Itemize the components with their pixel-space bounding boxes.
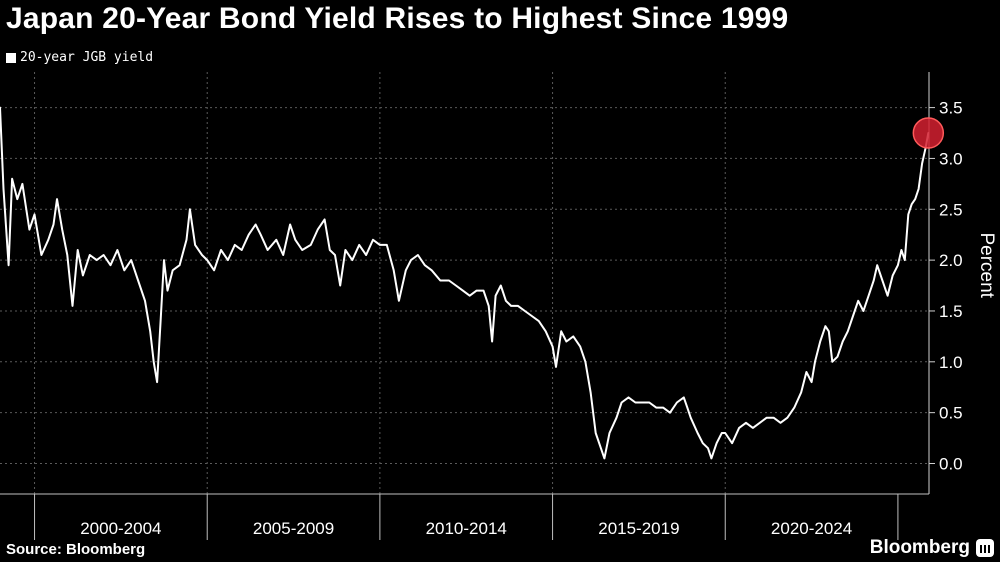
series-group bbox=[0, 106, 930, 460]
series-line bbox=[0, 106, 930, 460]
x-tick-label: 2010-2014 bbox=[426, 519, 507, 538]
x-tick-label: 2005-2009 bbox=[253, 519, 334, 538]
y-tick-label: 3.0 bbox=[939, 149, 963, 168]
y-tick-label: 0.5 bbox=[939, 404, 963, 423]
y-axis: 0.0 0.5 1.0 1.5 2.0 2.5 3.0 3.5 Percent bbox=[928, 72, 997, 494]
y-axis-title: Percent bbox=[976, 232, 997, 298]
x-tick-label: 2020-2024 bbox=[771, 519, 852, 538]
highlight-marker bbox=[912, 117, 945, 149]
highlight-group bbox=[912, 117, 945, 149]
source-note: Source: Bloomberg bbox=[6, 541, 146, 558]
legend: 20-year JGB yield bbox=[6, 50, 153, 65]
grid bbox=[0, 72, 929, 494]
y-tick-label: 2.0 bbox=[939, 251, 963, 270]
legend-label: 20-year JGB yield bbox=[20, 50, 154, 65]
y-tick-label: 1.0 bbox=[939, 353, 963, 372]
brand: Bloomberg bbox=[870, 537, 994, 559]
brand-name: Bloomberg bbox=[869, 537, 970, 558]
bloomberg-logo-icon bbox=[976, 539, 994, 557]
y-tick-label: 0.0 bbox=[939, 454, 963, 473]
x-tick-label: 2000-2004 bbox=[80, 519, 161, 538]
y-tick-label: 1.5 bbox=[939, 302, 963, 321]
legend-swatch bbox=[6, 52, 16, 63]
y-tick-label: 2.5 bbox=[939, 200, 963, 219]
chart-title: Japan 20-Year Bond Yield Rises to Highes… bbox=[6, 2, 789, 35]
x-axis: 2000-2004 2005-2009 2010-2014 2015-2019 2020… bbox=[0, 493, 929, 540]
x-tick-label: 2015-2019 bbox=[598, 519, 679, 538]
y-tick-label: 3.5 bbox=[939, 99, 963, 118]
